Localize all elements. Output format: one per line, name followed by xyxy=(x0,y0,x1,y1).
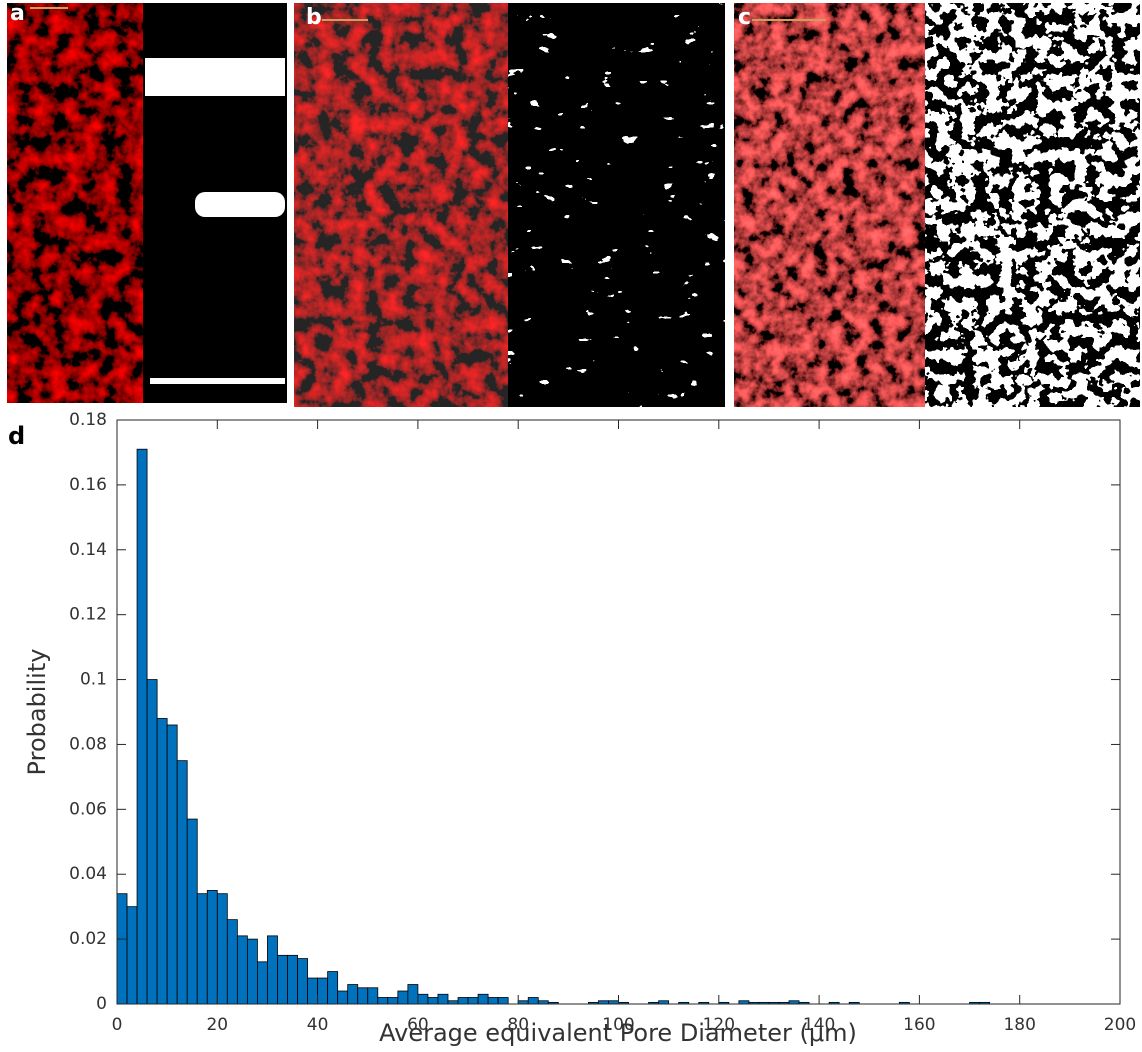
bar xyxy=(136,448,148,1005)
bar xyxy=(377,997,389,1005)
pore xyxy=(145,58,285,96)
y-tick-label: 0.08 xyxy=(69,734,107,754)
bar xyxy=(427,997,439,1005)
bar xyxy=(457,997,469,1005)
bar xyxy=(257,961,268,1005)
bar xyxy=(216,893,228,1005)
bar xyxy=(246,938,258,1005)
binary-image xyxy=(925,3,1140,407)
plot-area xyxy=(117,420,1120,1004)
bar xyxy=(277,954,288,1005)
bar xyxy=(337,990,349,1005)
x-tick-label: 60 xyxy=(407,1015,429,1035)
bar xyxy=(397,990,409,1005)
bar xyxy=(116,893,128,1005)
x-tick-label: 160 xyxy=(903,1015,935,1035)
bar xyxy=(236,935,248,1005)
x-tick-label: 80 xyxy=(507,1015,529,1035)
x-tick-label: 20 xyxy=(206,1015,228,1035)
y-tick-label: 0.06 xyxy=(69,799,107,819)
micrograph xyxy=(294,3,508,407)
panel-a: a xyxy=(7,1,287,403)
x-tick-label: 0 xyxy=(112,1015,123,1035)
bar xyxy=(156,718,168,1005)
bar xyxy=(367,987,379,1005)
y-tick-label: 0 xyxy=(96,994,107,1014)
x-tick-label: 200 xyxy=(1104,1015,1136,1035)
bar xyxy=(186,818,198,1005)
panel-b: b xyxy=(294,3,725,407)
y-tick-label: 0.16 xyxy=(69,475,107,495)
bar xyxy=(226,919,238,1005)
bar xyxy=(166,724,178,1005)
y-tick-label: 0.12 xyxy=(69,605,107,625)
bar xyxy=(126,906,138,1005)
bar xyxy=(146,679,158,1005)
x-tick-label: 180 xyxy=(1003,1015,1035,1035)
y-tick-label: 0.14 xyxy=(69,540,107,560)
bar xyxy=(497,997,509,1005)
x-tick-label: 100 xyxy=(602,1015,634,1035)
pore xyxy=(195,192,285,217)
bar xyxy=(467,997,479,1005)
bar xyxy=(357,987,369,1005)
bar xyxy=(387,997,399,1005)
bar xyxy=(267,935,278,1005)
bar xyxy=(327,971,339,1005)
panel-c: c xyxy=(734,3,1140,407)
x-axis-label: Average equivalent Pore Diameter (μm) xyxy=(379,1019,857,1047)
panel-label: a xyxy=(10,1,25,26)
micrograph xyxy=(734,3,925,407)
panel-label: d xyxy=(8,422,25,450)
bar xyxy=(317,977,329,1005)
bar xyxy=(487,997,499,1005)
bar xyxy=(437,993,449,1005)
y-tick-label: 0.1 xyxy=(80,670,107,690)
bar xyxy=(287,954,298,1005)
bar xyxy=(307,977,319,1005)
x-tick-label: 140 xyxy=(803,1015,835,1035)
micrograph xyxy=(7,3,143,403)
y-axis-label: Probability xyxy=(23,649,51,776)
y-tick-label: 0.18 xyxy=(69,410,107,430)
bar xyxy=(477,993,489,1005)
pore xyxy=(150,378,285,384)
binary-image xyxy=(508,3,725,407)
bar xyxy=(196,893,208,1005)
bar xyxy=(417,993,429,1005)
bar xyxy=(347,984,359,1005)
panel-label: c xyxy=(738,5,751,30)
y-tick-label: 0.02 xyxy=(69,929,107,949)
panel-label: b xyxy=(306,5,322,30)
x-tick-label: 120 xyxy=(703,1015,735,1035)
bar xyxy=(407,984,419,1005)
bar xyxy=(206,890,218,1005)
bar xyxy=(176,760,188,1005)
x-tick-label: 40 xyxy=(307,1015,329,1035)
bar xyxy=(527,997,539,1005)
bar xyxy=(297,958,308,1005)
y-tick-label: 0.04 xyxy=(69,864,107,884)
